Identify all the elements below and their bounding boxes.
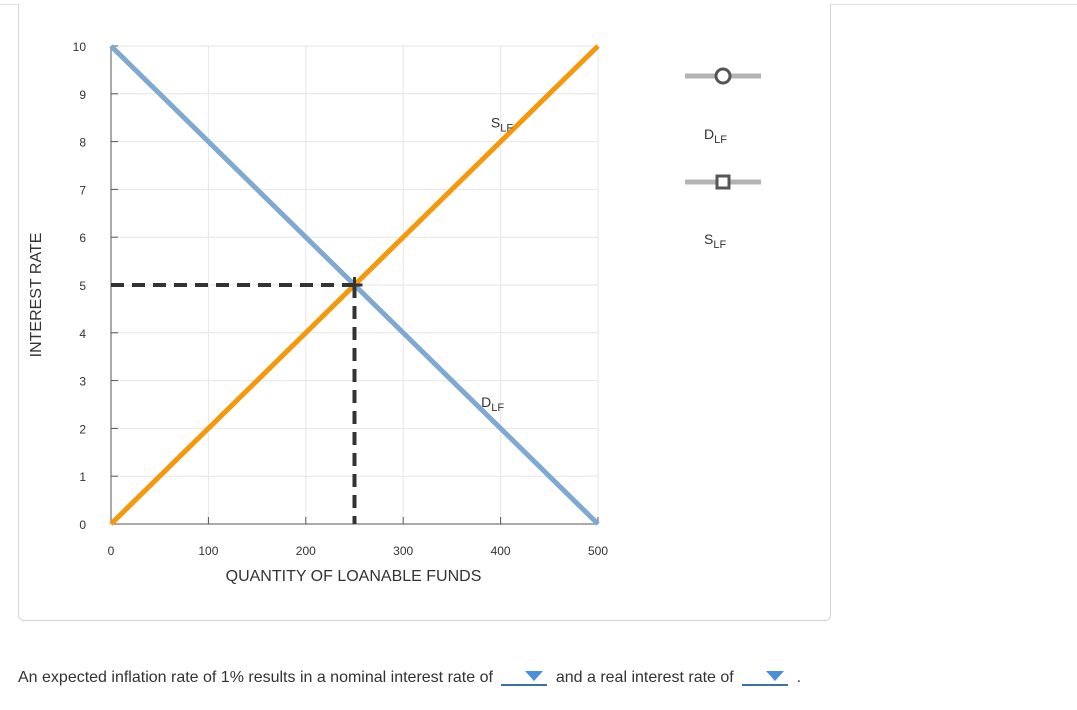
nominal-rate-dropdown[interactable] [501,666,548,686]
question-text-after: . [796,669,802,686]
demand-tool-label: DLF [704,126,727,146]
y-tick-label: 7 [79,183,86,197]
dropdown-arrow-icon [766,671,785,681]
x-tick-label: 300 [393,544,413,558]
supply-tool-label: SLF [704,231,726,251]
real-rate-dropdown[interactable] [742,666,789,686]
graph-panel: 0 1 2 3 4 5 6 7 8 9 10 0 100 200 300 400 500 SLF DLF QUAN… [18,4,831,621]
square-marker-icon [715,174,731,190]
demand-curve-label: DLF [481,394,504,414]
x-axis-label: QUANTITY OF LOANABLE FUNDS [226,568,482,585]
x-tick-label: 200 [296,544,316,558]
y-tick-label: 0 [79,518,86,532]
supply-curve-label: SLF [491,114,513,134]
circle-marker-icon [714,67,732,85]
supply-tool-label-main: S [704,231,714,247]
y-tick-label: 10 [73,40,87,54]
y-tick-label: 2 [79,422,86,436]
x-tick-label: 400 [491,544,511,558]
curve-label-main: D [481,394,491,410]
curve-label-main: S [491,114,500,130]
demand-curve-tool[interactable] [685,64,761,88]
curve-label-sub: LF [491,402,504,414]
y-tick-label: 4 [79,327,86,341]
question-sentence: An expected inflation rate of 1% results… [18,666,801,687]
supply-curve-tool[interactable] [685,170,761,194]
curve-label-sub: LF [500,122,513,134]
y-tick-label: 8 [79,136,86,150]
y-tick-label: 1 [79,470,86,484]
x-tick-label: 100 [198,544,218,558]
dropdown-arrow-icon [525,671,544,681]
x-tick-label: 0 [108,544,115,558]
y-axis-label: INTEREST RATE [28,233,45,358]
y-tick-label: 3 [79,375,86,389]
y-tick-label: 9 [79,88,86,102]
demand-tool-label-sub: LF [714,134,727,146]
supply-tool-label-sub: LF [713,239,727,251]
question-text-middle: and a real interest rate of [555,669,734,686]
y-tick-label: 5 [79,279,86,293]
question-text-before: An expected inflation rate of 1% results… [18,669,493,686]
demand-tool-label-main: D [704,126,715,142]
equilibrium-guides [111,277,363,524]
x-tick-label: 500 [588,544,608,558]
y-tick-label: 6 [79,231,86,245]
